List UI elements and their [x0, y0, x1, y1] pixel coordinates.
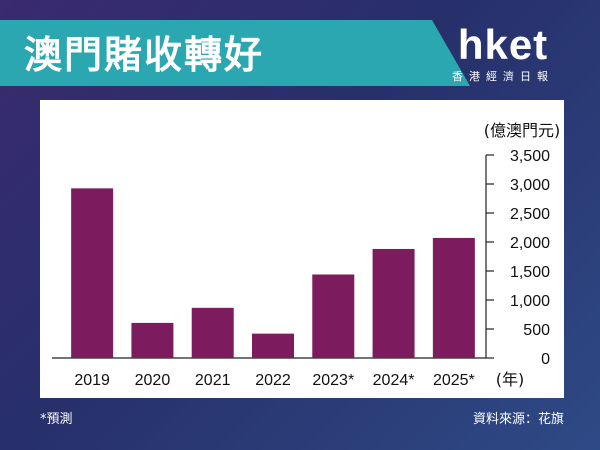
bar [372, 248, 415, 358]
x-tick-label: 2025* [433, 372, 475, 389]
x-tick-label: 2019 [74, 372, 110, 389]
logo-subtitle: 香港經濟日報 [452, 70, 554, 83]
chart-panel [40, 100, 564, 398]
y-tick-label: 500 [523, 322, 550, 339]
logo-wordmark: hket [457, 21, 549, 68]
y-tick-label: 2,000 [510, 235, 550, 252]
chart-title: 澳門賭收轉好 [24, 33, 265, 77]
bar [71, 188, 114, 358]
x-tick-label: 2021 [195, 372, 231, 389]
bar [191, 307, 234, 358]
y-tick-label: 1,500 [510, 264, 550, 281]
y-tick-label: 2,500 [510, 206, 550, 223]
x-tick-label: 2024* [373, 372, 415, 389]
x-tick-label: 2022 [255, 372, 291, 389]
title-band [0, 20, 470, 86]
y-tick-label: 3,500 [510, 148, 550, 165]
x-axis-unit-label: (年) [496, 370, 525, 389]
y-tick-label: 0 [541, 351, 550, 368]
source-credit: 資料來源：花旗 [472, 412, 564, 427]
y-axis-unit-label: (億澳門元) [484, 121, 561, 140]
y-tick-label: 1,000 [510, 293, 550, 310]
bar [432, 237, 475, 358]
y-tick-label: 3,000 [510, 177, 550, 194]
bar [131, 322, 174, 358]
x-tick-label: 2020 [135, 372, 171, 389]
bar [252, 333, 294, 358]
forecast-footnote: *預測 [40, 412, 73, 427]
bar [312, 274, 355, 358]
x-tick-label: 2023* [312, 372, 354, 389]
hket-logo: hket 香港經濟日報 [428, 24, 578, 84]
